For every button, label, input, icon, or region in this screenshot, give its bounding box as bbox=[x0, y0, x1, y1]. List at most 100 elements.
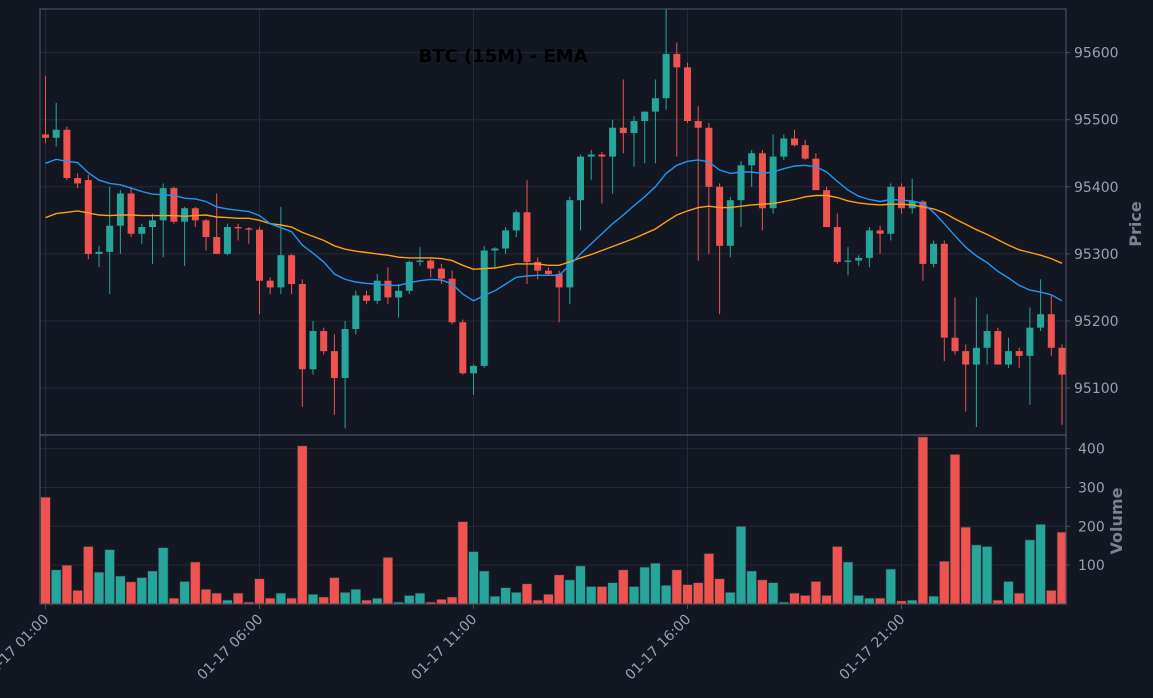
candle-body bbox=[544, 270, 552, 274]
candle bbox=[876, 225, 884, 254]
volume-bar bbox=[414, 592, 426, 605]
candle bbox=[63, 126, 71, 181]
candle-body bbox=[502, 230, 510, 249]
candle bbox=[684, 62, 691, 124]
candle bbox=[309, 320, 317, 375]
volume-bar bbox=[618, 569, 629, 605]
candle bbox=[266, 277, 274, 295]
volume-bar bbox=[607, 582, 618, 605]
candle bbox=[716, 183, 724, 315]
volume-bar bbox=[297, 445, 308, 605]
candle-body bbox=[491, 248, 499, 251]
candle bbox=[74, 173, 82, 189]
volume-bar bbox=[275, 592, 287, 605]
volume-bar bbox=[842, 561, 854, 605]
candle bbox=[1026, 307, 1034, 405]
volume-bar bbox=[789, 592, 800, 605]
candle-body bbox=[1037, 314, 1045, 328]
volume-bar bbox=[810, 581, 822, 605]
volume-bar bbox=[832, 546, 843, 605]
volume-bar bbox=[917, 436, 929, 605]
chart-title: BTC (15M) - EMA bbox=[418, 46, 587, 67]
volume-bar bbox=[1046, 590, 1057, 605]
candle bbox=[502, 227, 510, 254]
volume-bar bbox=[232, 592, 244, 605]
candle bbox=[191, 206, 199, 228]
price-panel bbox=[42, 9, 1066, 429]
volume-bar bbox=[350, 588, 361, 605]
candle bbox=[940, 240, 948, 362]
candle-body bbox=[1026, 327, 1034, 356]
volume-bar bbox=[179, 581, 190, 605]
candle-body bbox=[940, 243, 948, 338]
candle-body bbox=[480, 250, 488, 366]
volume-bar bbox=[500, 587, 511, 605]
candle bbox=[673, 42, 681, 157]
candle-body bbox=[245, 228, 253, 230]
candle bbox=[416, 247, 424, 266]
volume-bar bbox=[265, 597, 276, 605]
candle-body bbox=[694, 121, 702, 128]
candle-body bbox=[405, 261, 413, 291]
candle bbox=[705, 123, 713, 254]
candle-body bbox=[566, 200, 574, 288]
volume-tick-label: 400 bbox=[1078, 442, 1105, 458]
candle-body bbox=[181, 208, 189, 222]
candle-body bbox=[919, 201, 927, 264]
candle-body bbox=[844, 260, 852, 262]
candle bbox=[577, 154, 584, 231]
price-tick-label: 95600 bbox=[1074, 46, 1119, 62]
candle-body bbox=[298, 284, 306, 370]
candle-body bbox=[865, 230, 873, 258]
candle bbox=[694, 106, 702, 261]
volume-bar bbox=[939, 560, 950, 605]
volume-bar bbox=[928, 595, 939, 605]
candle-body bbox=[598, 154, 606, 157]
candle bbox=[555, 270, 563, 323]
volume-bar bbox=[821, 595, 832, 605]
candle bbox=[234, 223, 242, 241]
candle-body bbox=[459, 322, 467, 374]
candle-body bbox=[373, 280, 381, 301]
candle bbox=[523, 180, 531, 285]
candle-body bbox=[930, 243, 938, 264]
volume-bar bbox=[115, 575, 126, 605]
volume-bar bbox=[874, 597, 886, 605]
candle-body bbox=[437, 268, 445, 279]
candle bbox=[395, 284, 403, 318]
candle bbox=[245, 227, 253, 244]
candle-body bbox=[555, 273, 563, 288]
candle bbox=[609, 119, 617, 194]
candle-body bbox=[748, 153, 756, 166]
volume-bar bbox=[511, 592, 522, 605]
volume-bar bbox=[158, 547, 169, 605]
candle-body bbox=[63, 129, 71, 179]
volume-bar bbox=[125, 581, 137, 605]
volume-bar bbox=[586, 586, 597, 605]
candle bbox=[758, 149, 766, 231]
candle-body bbox=[769, 156, 777, 209]
candle bbox=[256, 227, 263, 315]
candle-body bbox=[288, 255, 296, 285]
candle bbox=[202, 218, 210, 251]
candle bbox=[298, 279, 306, 407]
ema-fast-line bbox=[45, 158, 1063, 302]
candle-body bbox=[159, 188, 167, 221]
candle bbox=[887, 183, 895, 241]
candle bbox=[52, 102, 60, 147]
candle-body bbox=[876, 230, 884, 234]
volume-bar bbox=[971, 544, 982, 605]
volume-bar bbox=[436, 599, 447, 605]
candle bbox=[619, 79, 627, 154]
candle-body bbox=[972, 347, 980, 365]
candle bbox=[844, 247, 852, 276]
volume-bar bbox=[1056, 531, 1068, 605]
volume-bar bbox=[703, 553, 715, 605]
volume-bar bbox=[650, 562, 661, 605]
candle bbox=[470, 364, 477, 395]
volume-bar bbox=[596, 586, 608, 605]
candle-body bbox=[898, 186, 905, 209]
candle bbox=[448, 270, 456, 325]
